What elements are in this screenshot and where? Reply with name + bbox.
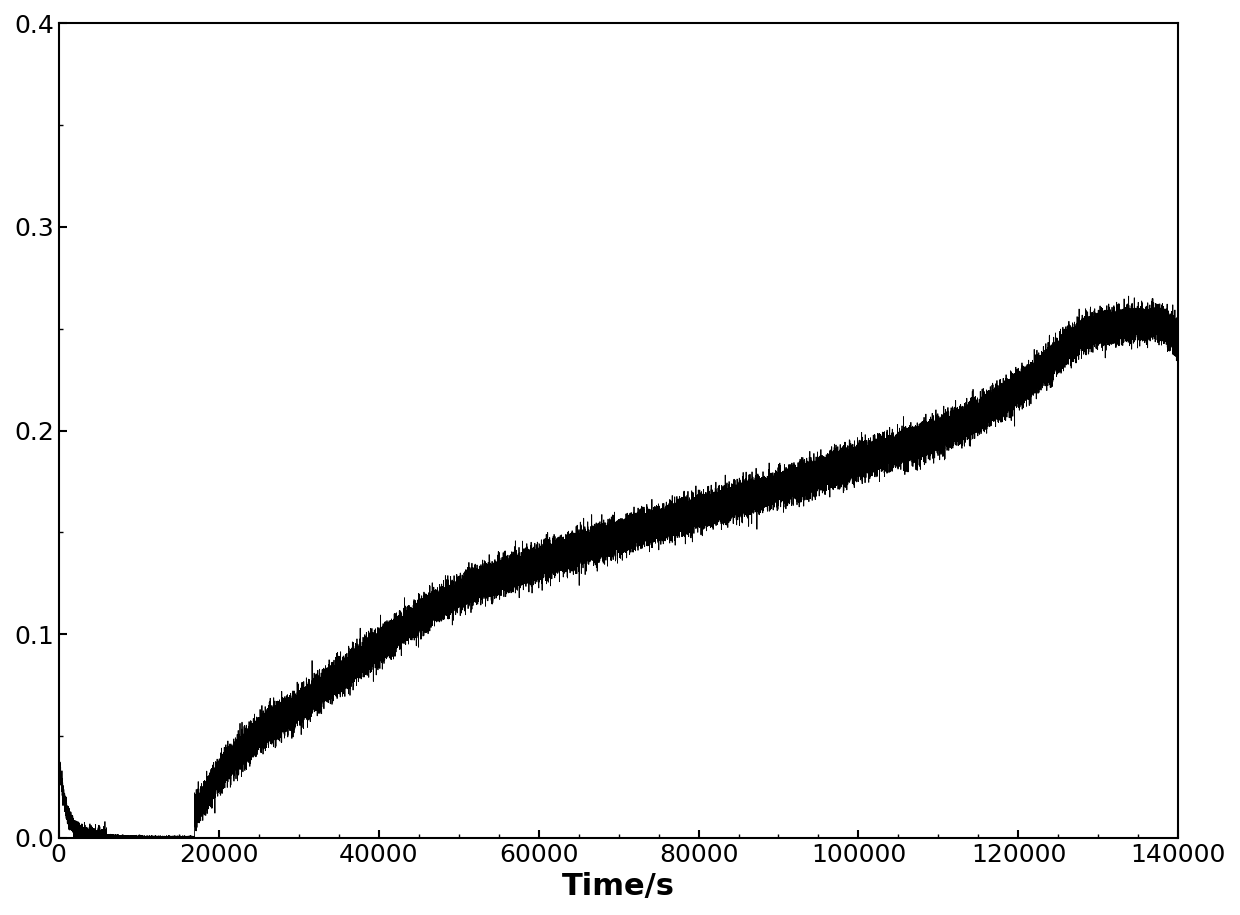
X-axis label: Time/s: Time/s: [562, 872, 675, 901]
